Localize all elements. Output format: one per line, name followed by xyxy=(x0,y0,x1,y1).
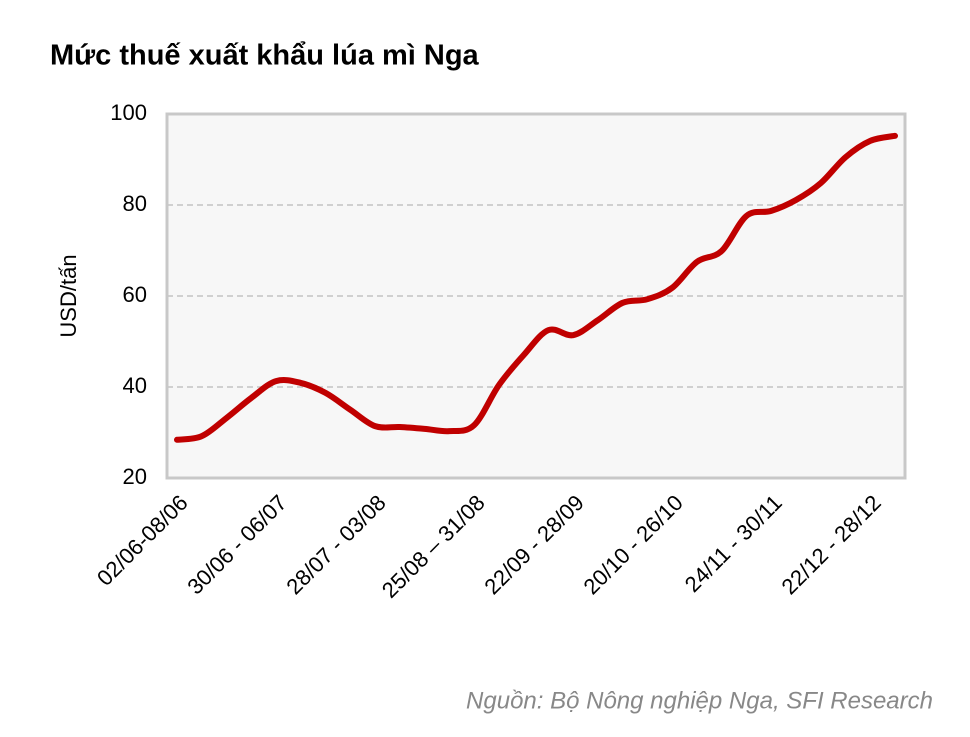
x-tick-label: 22/09 - 28/09 xyxy=(479,490,588,599)
x-tick-label: 30/06 - 06/07 xyxy=(182,490,291,599)
x-tick-label: 28/07 - 03/08 xyxy=(281,490,390,599)
y-tick-label: 40 xyxy=(123,373,147,398)
x-tick-label: 02/06-08/06 xyxy=(92,490,193,591)
y-tick-label: 60 xyxy=(123,282,147,307)
y-tick-label: 20 xyxy=(123,464,147,489)
y-tick-label: 80 xyxy=(123,191,147,216)
x-tick-label: 20/10 - 26/10 xyxy=(578,490,687,599)
x-tick-label: 22/12 - 28/12 xyxy=(777,490,886,599)
x-tick-label: 25/08 – 31/08 xyxy=(377,490,490,603)
plot-border xyxy=(165,112,907,480)
source-note: Nguồn: Bộ Nông nghiệp Nga, SFI Research xyxy=(466,687,933,714)
x-tick-label: 24/11 - 30/11 xyxy=(680,490,787,597)
y-tick-label: 100 xyxy=(110,100,147,125)
chart-title: Mức thuế xuất khẩu lúa mì Nga xyxy=(50,40,480,72)
data-line xyxy=(174,132,898,443)
y-axis-label: USD/tấn xyxy=(56,254,81,337)
